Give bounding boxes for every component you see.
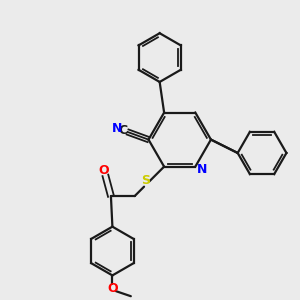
Text: N: N bbox=[197, 163, 207, 176]
Text: S: S bbox=[141, 174, 150, 187]
Text: N: N bbox=[112, 122, 122, 134]
Text: O: O bbox=[99, 164, 109, 176]
Text: C: C bbox=[118, 124, 128, 137]
Text: O: O bbox=[107, 282, 118, 295]
